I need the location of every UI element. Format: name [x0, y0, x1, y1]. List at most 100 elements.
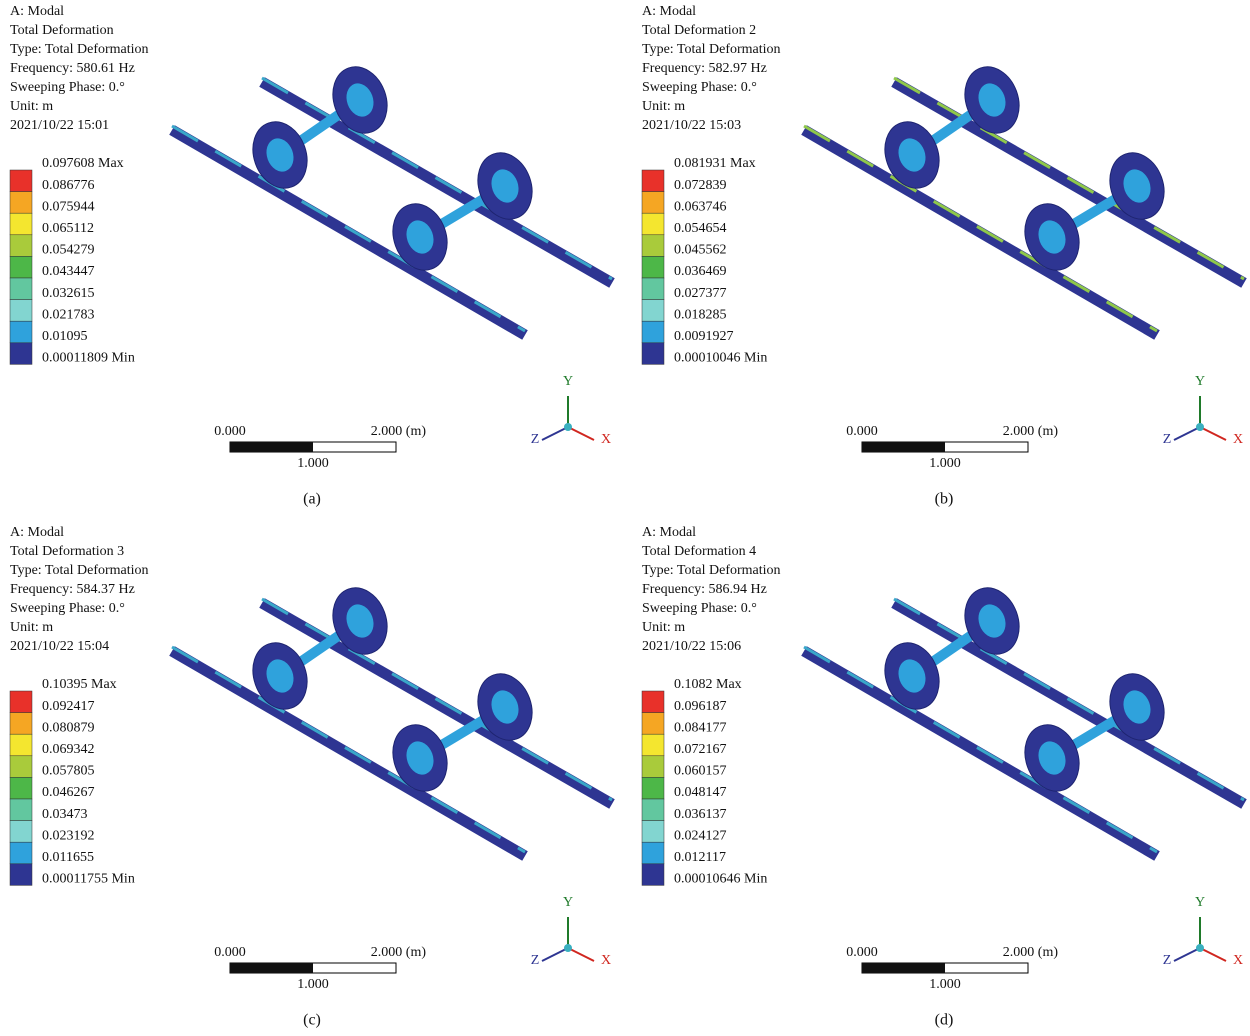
legend-label: 0.054279 [42, 243, 95, 258]
axis-y-label: Y [1195, 895, 1205, 910]
rail [804, 651, 1157, 856]
header-line: A: Modal [642, 4, 696, 19]
axis-x-label: X [601, 953, 611, 968]
legend-label: 0.024127 [674, 828, 727, 843]
legend-label: 0.060157 [674, 764, 727, 779]
legend-label: 0.011655 [42, 850, 94, 865]
scale-end: 2.000 (m) [1003, 424, 1059, 439]
panel: A: ModalTotal Deformation 2Type: Total D… [642, 4, 1244, 507]
legend-swatch [10, 756, 32, 778]
scale-bar-fill [862, 963, 945, 973]
header-line: Total Deformation 3 [10, 544, 124, 559]
caption: (a) [303, 491, 321, 508]
header-line: Total Deformation [10, 23, 114, 38]
legend-swatch [10, 256, 32, 278]
axis-z [542, 948, 568, 961]
triad-origin [564, 423, 572, 431]
axis-x-label: X [601, 432, 611, 447]
axis-x-label: X [1233, 953, 1243, 968]
legend-label: 0.03473 [42, 807, 88, 822]
header-line: Type: Total Deformation [10, 563, 149, 578]
legend-swatch [642, 864, 664, 886]
legend-swatch [10, 213, 32, 235]
scale-mid: 1.000 [297, 456, 329, 471]
legend-label: 0.080879 [42, 720, 95, 735]
legend-label: 0.065112 [42, 221, 94, 236]
legend-swatch [10, 278, 32, 300]
header-line: Frequency: 586.94 Hz [642, 582, 767, 597]
scale-bar-fill [862, 442, 945, 452]
legend-label: 0.018285 [674, 307, 727, 322]
legend-label: 0.046267 [42, 785, 95, 800]
header-line: 2021/10/22 15:06 [642, 639, 741, 654]
header-line: Frequency: 582.97 Hz [642, 61, 767, 76]
axis-x-label: X [1233, 432, 1243, 447]
scale-mid: 1.000 [297, 977, 329, 992]
legend-label: 0.092417 [42, 699, 95, 714]
header-line: A: Modal [10, 4, 64, 19]
axis-x [1200, 948, 1226, 961]
header-line: Type: Total Deformation [10, 42, 149, 57]
legend-label: 0.00011809 Min [42, 351, 135, 366]
scale-start: 0.000 [214, 424, 246, 439]
legend-swatch [642, 213, 664, 235]
legend-label: 0.00011755 Min [42, 872, 135, 887]
legend-label: 0.063746 [674, 199, 727, 214]
triad-origin [1196, 423, 1204, 431]
legend-label: 0.032615 [42, 286, 95, 301]
header-line: Sweeping Phase: 0.° [642, 601, 757, 616]
scale-start: 0.000 [846, 945, 878, 960]
legend-label: 0.0091927 [674, 329, 734, 344]
axis-z-label: Z [1163, 432, 1172, 447]
legend-label: 0.043447 [42, 264, 95, 279]
axis-y-label: Y [1195, 374, 1205, 389]
legend-label: 0.10395 Max [42, 677, 117, 692]
triad-origin [1196, 944, 1204, 952]
legend-label: 0.1082 Max [674, 677, 742, 692]
header-line: Frequency: 580.61 Hz [10, 61, 135, 76]
rail [172, 130, 525, 335]
header-line: Type: Total Deformation [642, 563, 781, 578]
axis-z-label: Z [531, 953, 540, 968]
legend-swatch [642, 235, 664, 257]
legend-swatch [10, 235, 32, 257]
panel: A: ModalTotal Deformation 3Type: Total D… [10, 525, 612, 1028]
legend-swatch [642, 192, 664, 214]
legend-label: 0.054654 [674, 221, 727, 236]
axis-z [1174, 427, 1200, 440]
axis-x [1200, 427, 1226, 440]
legend-swatch [642, 256, 664, 278]
axis-x [568, 948, 594, 961]
scale-bar-fill [230, 442, 313, 452]
legend-label: 0.023192 [42, 828, 95, 843]
header-line: Sweeping Phase: 0.° [10, 601, 125, 616]
legend-swatch [10, 777, 32, 799]
legend-label: 0.01095 [42, 329, 88, 344]
legend-label: 0.036469 [674, 264, 727, 279]
header-line: Frequency: 584.37 Hz [10, 582, 135, 597]
legend-label: 0.012117 [674, 850, 726, 865]
legend-swatch [10, 734, 32, 756]
legend-swatch [10, 713, 32, 735]
legend-swatch [10, 343, 32, 365]
scale-end: 2.000 (m) [371, 424, 427, 439]
legend-swatch [642, 842, 664, 864]
legend-label: 0.027377 [674, 286, 727, 301]
legend-swatch [642, 756, 664, 778]
legend-swatch [642, 799, 664, 821]
header-line: Sweeping Phase: 0.° [10, 80, 125, 95]
legend-swatch [10, 799, 32, 821]
legend-swatch [10, 192, 32, 214]
scale-mid: 1.000 [929, 456, 961, 471]
caption: (d) [935, 1012, 954, 1029]
axis-y-label: Y [563, 895, 573, 910]
triad-origin [564, 944, 572, 952]
legend-swatch [642, 821, 664, 843]
legend-label: 0.086776 [42, 178, 95, 193]
legend-label: 0.075944 [42, 199, 95, 214]
scale-mid: 1.000 [929, 977, 961, 992]
legend-label: 0.057805 [42, 764, 95, 779]
legend-label: 0.048147 [674, 785, 727, 800]
legend-swatch [642, 691, 664, 713]
legend-label: 0.00010046 Min [674, 351, 767, 366]
